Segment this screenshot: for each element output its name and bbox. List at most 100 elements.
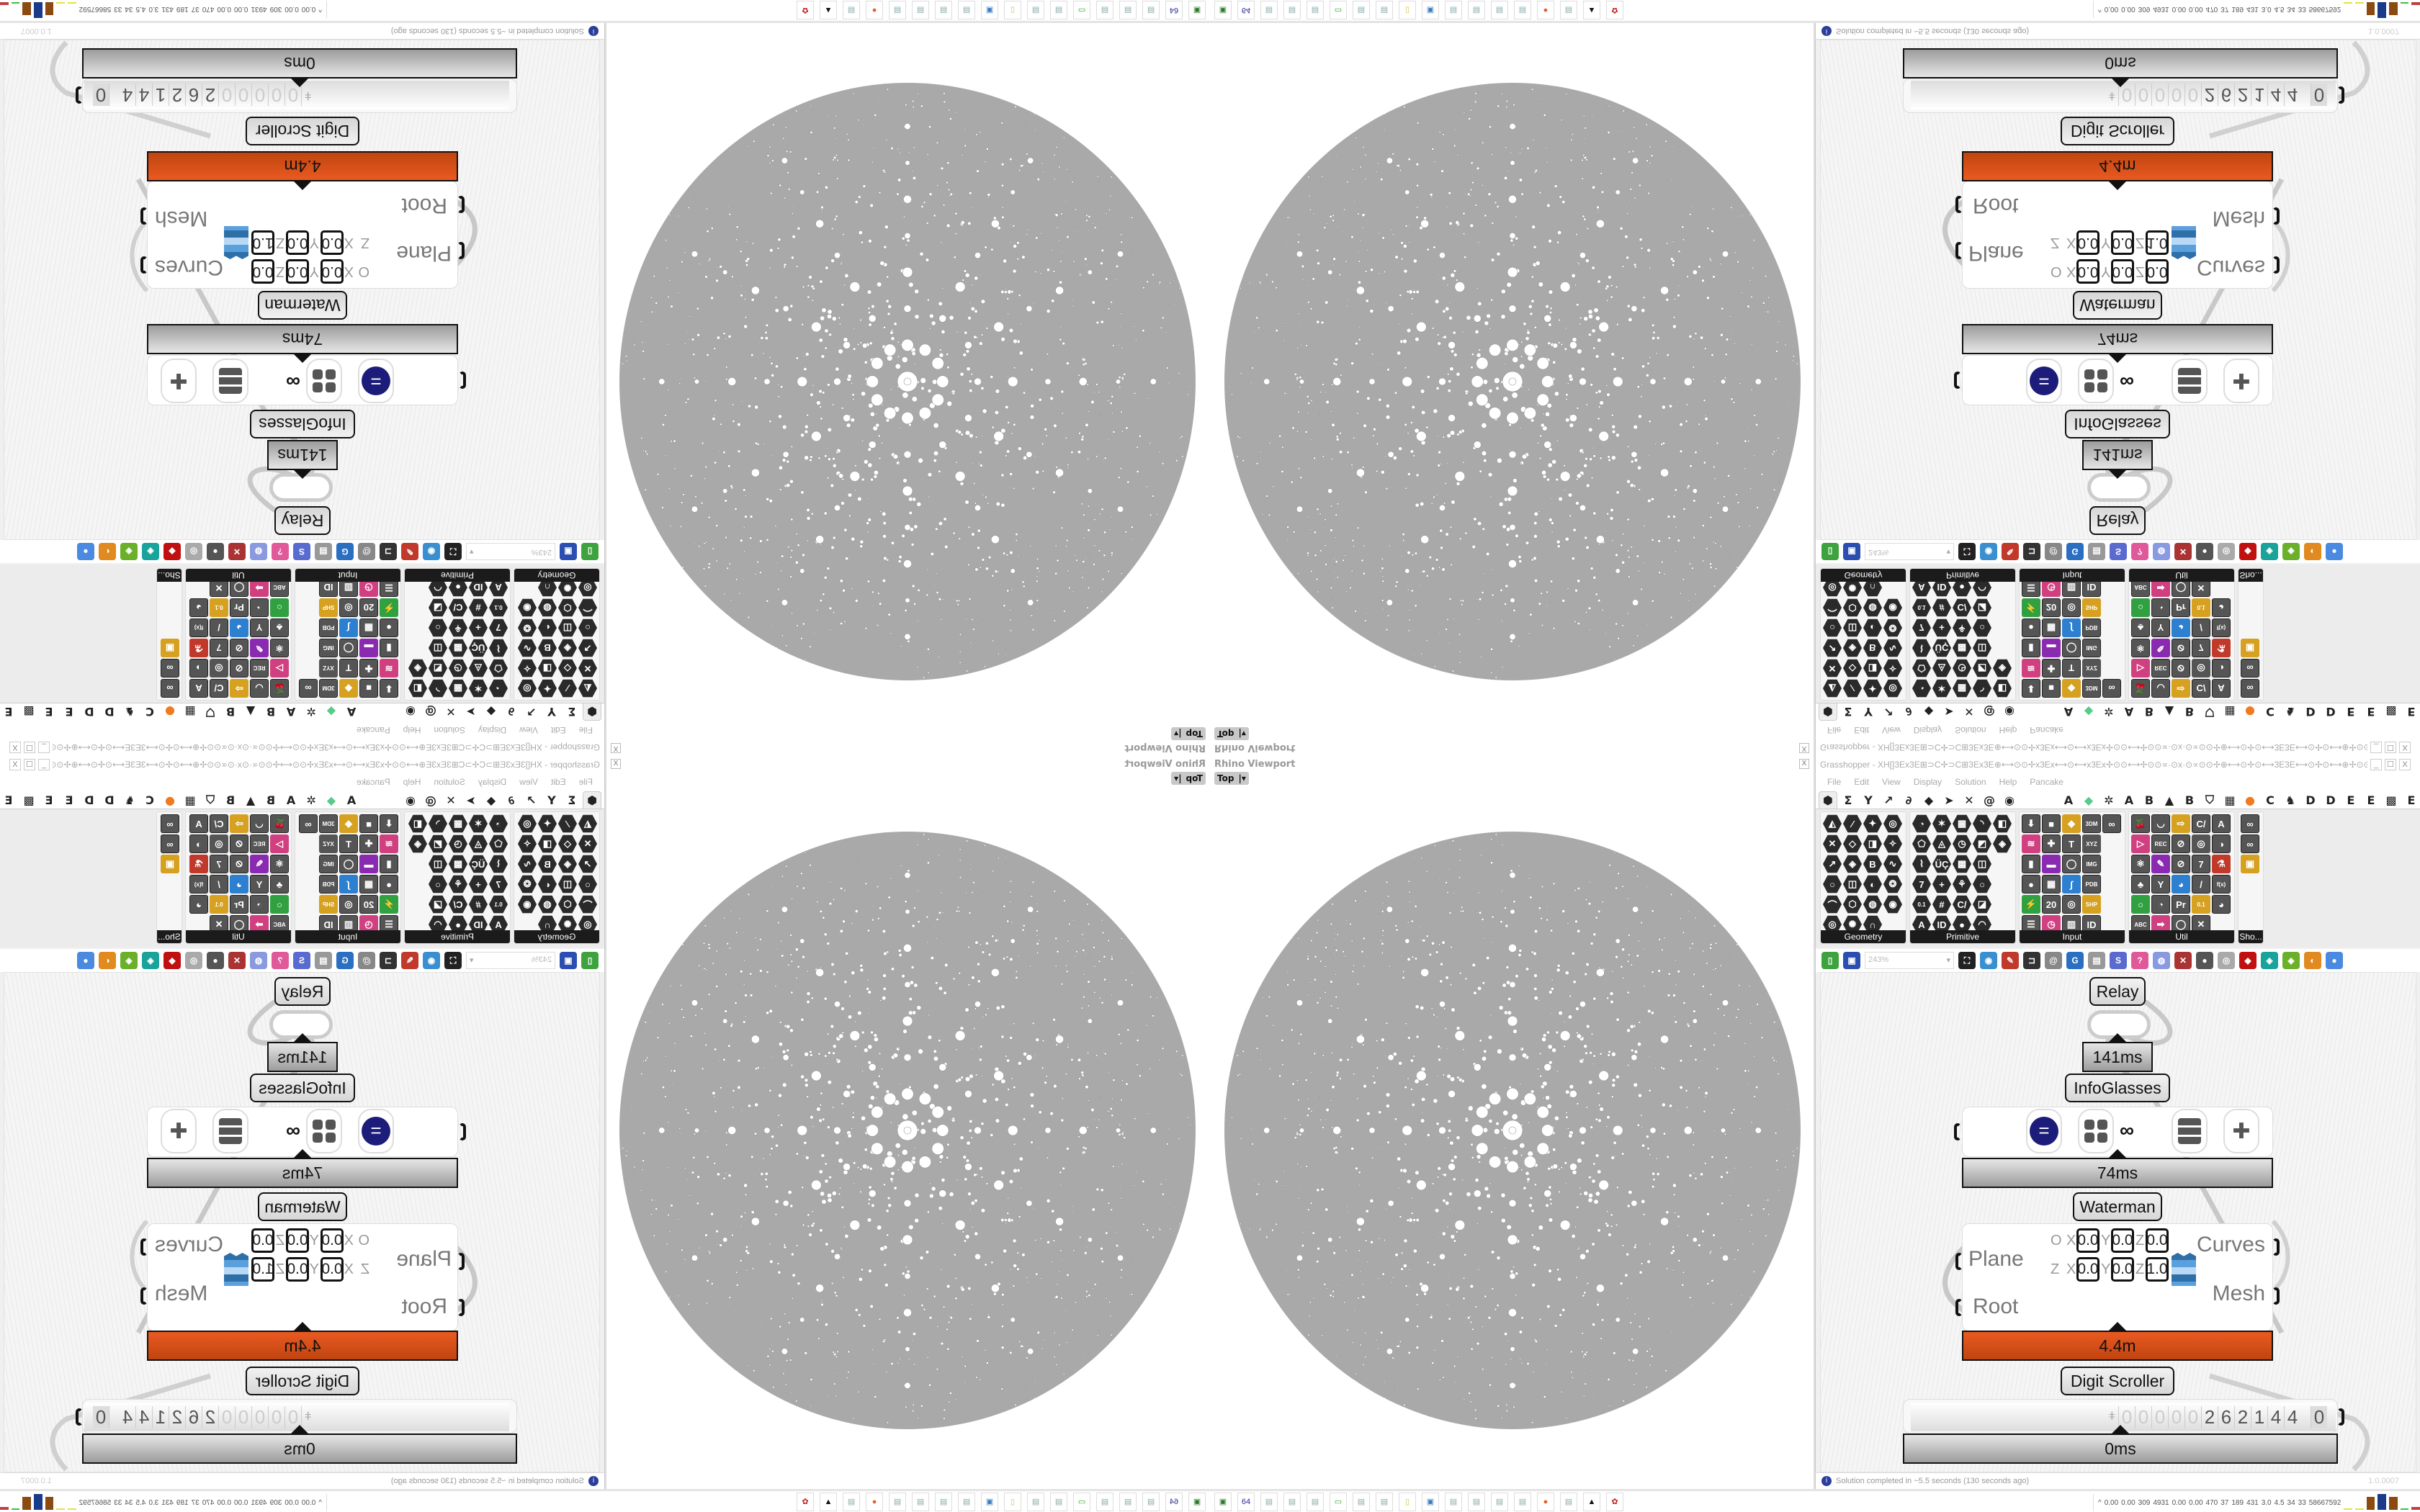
green-app-icon[interactable]: ▣ <box>1188 1492 1206 1511</box>
tab-d[interactable]: D <box>2326 793 2336 807</box>
tab-b[interactable]: B <box>225 793 236 807</box>
menu-view[interactable]: View <box>1882 777 1901 787</box>
component-icon[interactable]: ✧ <box>1883 834 1902 853</box>
zoom-level-field[interactable]: 243% <box>466 952 555 969</box>
component-icon[interactable]: ◈ <box>408 834 427 853</box>
blue-app-icon[interactable]: ▣ <box>981 1492 998 1511</box>
save-icon[interactable]: ▣ <box>1843 543 1860 560</box>
component-icon[interactable]: ⬇ <box>2022 814 2040 833</box>
component-icon[interactable]: ✕ <box>578 834 597 853</box>
component-icon[interactable]: ❂ <box>1883 875 1902 894</box>
file-icon[interactable]: ▤ <box>1050 1492 1067 1511</box>
tab-a[interactable]: A <box>346 793 357 807</box>
component-icon[interactable]: ▦ <box>1953 679 1971 698</box>
component-icon[interactable]: ◨ <box>1863 659 1882 678</box>
component-icon[interactable]: ÜÇ <box>1932 639 1951 657</box>
component-icon[interactable]: 3DM <box>2082 679 2101 698</box>
component-icon[interactable]: ⁄ <box>558 814 577 833</box>
component-icon[interactable]: ◇ <box>1843 834 1862 853</box>
component-icon[interactable]: / <box>2192 618 2210 637</box>
viewport-close-button[interactable]: X <box>611 759 621 769</box>
component-icon[interactable]: ≋ <box>2022 659 2040 678</box>
component-icon[interactable]: ◈ <box>1843 855 1862 873</box>
component-icon[interactable]: ▬ <box>359 855 378 873</box>
digit-wheel[interactable]: 1 <box>153 1405 169 1428</box>
zaxis-x-field[interactable]: 0.0 <box>2076 1257 2099 1282</box>
component-icon[interactable]: ∞ <box>2102 679 2121 698</box>
component-icon[interactable]: ◉ <box>1883 895 1902 914</box>
orange-sphere-icon[interactable]: ◐ <box>2304 952 2321 969</box>
menu-pancake[interactable]: Pancake <box>357 777 390 787</box>
component-icon[interactable]: ○ <box>429 875 447 894</box>
component-icon[interactable]: ○ <box>2131 598 2150 617</box>
digit-wheel[interactable]: 0 <box>252 1405 269 1428</box>
search-icon[interactable]: S <box>2110 952 2127 969</box>
component-icon[interactable]: ♣ <box>270 875 289 894</box>
component-icon[interactable]: ◪ <box>1973 598 1991 617</box>
digit-wheel[interactable]: 0 <box>2151 1405 2168 1428</box>
blue-sphere-icon[interactable]: ● <box>77 952 94 969</box>
component-icon[interactable]: ○ <box>1973 618 1991 637</box>
search-icon[interactable]: S <box>2110 543 2127 560</box>
tab-b[interactable]: B <box>2144 705 2154 719</box>
file-icon[interactable]: ▤ <box>958 1492 975 1511</box>
email-icon[interactable]: @ <box>2045 952 2062 969</box>
component-icon[interactable]: C/ <box>1953 598 1971 617</box>
zoom-extents-icon[interactable]: ⛶ <box>1958 952 1976 969</box>
cross-icon[interactable]: ✕ <box>446 793 456 807</box>
component-icon[interactable]: ◍ <box>1863 895 1882 914</box>
component-icon[interactable]: PDB <box>2082 875 2101 894</box>
output-grip[interactable] <box>76 1408 83 1426</box>
component-icon[interactable]: ⚡ <box>2022 598 2040 617</box>
component-icon[interactable]: ◐ <box>1863 618 1882 637</box>
close-button[interactable]: X <box>2399 742 2411 753</box>
menu-help[interactable]: Help <box>403 777 421 787</box>
component-icon[interactable]: ▮ <box>2022 855 2040 873</box>
digit-wheel[interactable]: 2 <box>169 1405 186 1428</box>
component-icon[interactable]: 7 <box>489 875 508 894</box>
component-icon[interactable]: ◎ <box>518 814 537 833</box>
tab-a[interactable]: A <box>286 793 296 807</box>
component-icon[interactable]: ◕ <box>2172 875 2190 894</box>
component-icon[interactable]: ⚛ <box>2131 639 2150 657</box>
component-icon[interactable]: ▬ <box>2042 855 2061 873</box>
teal-shape-icon[interactable]: ◈ <box>2261 543 2278 560</box>
menu-pancake[interactable]: Pancake <box>2030 725 2063 735</box>
component-icon[interactable]: ◩ <box>1973 834 1991 853</box>
red-app-icon[interactable]: ✿ <box>797 1492 814 1511</box>
menu-help[interactable]: Help <box>1999 725 2017 735</box>
new-document-icon[interactable]: ▯ <box>1821 952 1839 969</box>
component-icon[interactable]: ÜÇ <box>469 855 488 873</box>
email-icon[interactable]: @ <box>358 952 375 969</box>
origin-y-field[interactable]: 0.0 <box>286 1228 309 1253</box>
component-icon[interactable]: ✦ <box>1863 679 1882 698</box>
curves-output-grip[interactable] <box>140 1238 148 1256</box>
file-icon[interactable]: ▤ <box>1468 1492 1485 1511</box>
component-icon[interactable]: 0.1 <box>489 895 508 914</box>
digit-wheel[interactable]: 2 <box>2201 1405 2218 1428</box>
green-shape-icon[interactable]: ◈ <box>120 952 138 969</box>
component-icon[interactable]: ✦ <box>1863 814 1882 833</box>
maximize-button[interactable]: ☐ <box>2385 742 2396 753</box>
component-icon[interactable]: ◎ <box>2192 659 2210 678</box>
component-icon[interactable]: SHP <box>2082 598 2101 617</box>
image-export-icon[interactable]: ▤ <box>2088 952 2105 969</box>
input-grip[interactable] <box>1954 1123 1961 1140</box>
sketch-pen-icon[interactable]: ✎ <box>2002 952 2019 969</box>
rhino-viewport[interactable]: Rhino Viewport Top |▾ X <box>1210 23 1815 756</box>
component-icon[interactable]: ◐ <box>538 875 557 894</box>
cross-icon[interactable]: ✕ <box>1964 705 1974 719</box>
component-icon[interactable]: ◬ <box>1932 834 1951 853</box>
component-icon[interactable]: ◈ <box>558 855 577 873</box>
digit-wheel[interactable]: 0 <box>93 1405 109 1428</box>
view-dropdown[interactable]: Top |▾ <box>1214 727 1249 740</box>
gear-icon[interactable]: ✲ <box>306 793 316 807</box>
infoglasses-label[interactable]: InfoGlasses <box>250 1074 355 1102</box>
component-icon[interactable]: 20 <box>2042 895 2061 914</box>
tab-e[interactable]: E <box>2367 705 2375 719</box>
component-icon[interactable]: ○ <box>1823 875 1842 894</box>
component-icon[interactable]: ⊘ <box>230 834 248 853</box>
digit-wheel[interactable]: 4 <box>120 1405 136 1428</box>
component-icon[interactable]: ◪ <box>1973 895 1991 914</box>
monitor-icon[interactable]: ▭ <box>1330 1492 1347 1511</box>
